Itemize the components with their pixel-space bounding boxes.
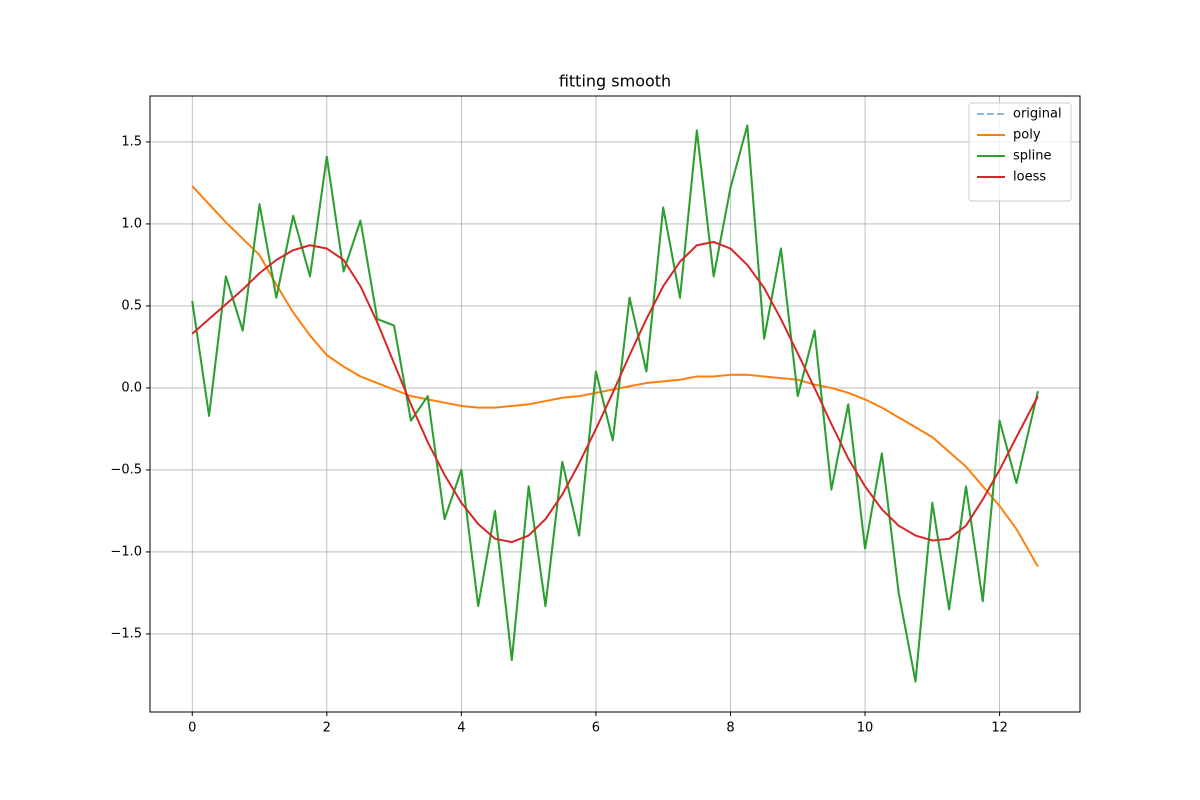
y-tick-label: −0.5 [110,462,142,477]
series-line [191,185,1039,568]
chart-title: fitting smooth [559,72,671,91]
y-tick-label: −1.5 [110,626,142,641]
y-tick-label: 1.5 [121,134,142,149]
legend-label: poly [1013,128,1041,143]
series-line [191,124,1039,683]
legend-label: original [1013,107,1062,122]
y-tick-label: 1.0 [121,216,142,231]
x-tick-label: 12 [991,721,1008,736]
y-tick-label: 0.5 [121,298,142,313]
x-tick-label: 8 [726,721,734,736]
x-tick-label: 2 [323,721,331,736]
x-tick-label: 10 [857,721,874,736]
x-tick-label: 6 [592,721,600,736]
series-line [191,240,1039,544]
legend-label: loess [1013,170,1046,185]
x-tick-label: 0 [188,721,196,736]
y-tick-label: −1.0 [110,544,142,559]
legend-label: spline [1013,149,1052,164]
y-tick-label: 0.0 [121,380,142,395]
plot-frame [149,95,1081,713]
x-tick-label: 4 [457,721,465,736]
